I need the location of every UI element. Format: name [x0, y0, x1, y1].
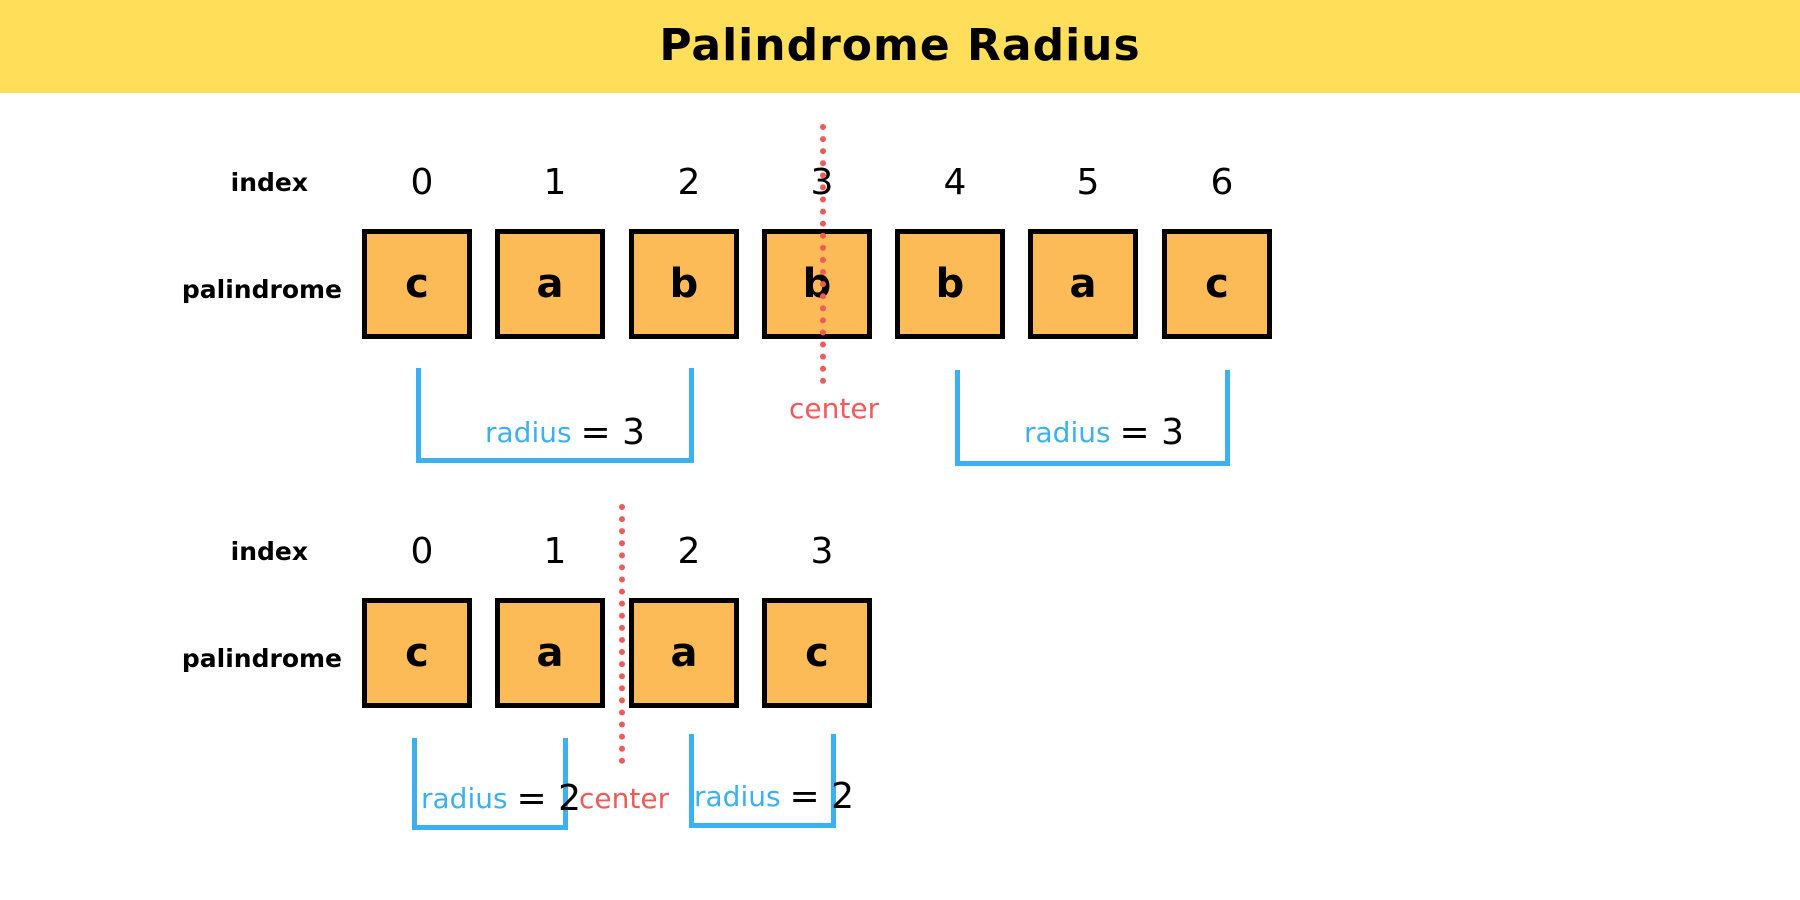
- radius-bracket-right: [689, 734, 836, 828]
- radius-value: = 3: [1119, 412, 1184, 453]
- radius-word: radius: [421, 782, 508, 815]
- center-line: [619, 504, 625, 764]
- radius-label-left: radius = 2: [421, 781, 581, 817]
- radius-bracket-right: [955, 370, 1230, 466]
- index-label: 4: [943, 162, 967, 203]
- center-label: center: [789, 392, 880, 425]
- radius-label-left: radius = 3: [485, 415, 645, 451]
- radius-value: = 2: [516, 778, 581, 819]
- index-label: 0: [410, 531, 434, 572]
- char-cell: a: [495, 598, 605, 708]
- radius-bracket-left: [416, 368, 694, 463]
- header-bar: Palindrome Radius: [0, 0, 1800, 93]
- radius-label-right: radius = 2: [694, 779, 854, 815]
- index-label: 6: [1210, 162, 1234, 203]
- radius-value: = 3: [580, 412, 645, 453]
- palindrome-row-label: palindrome: [181, 644, 342, 673]
- index-label: 2: [677, 531, 701, 572]
- radius-word: radius: [1024, 416, 1111, 449]
- radius-word: radius: [694, 780, 781, 813]
- char-cell: a: [629, 598, 739, 708]
- index-label: 0: [410, 162, 434, 203]
- index-label: 2: [677, 162, 701, 203]
- index-label: 1: [543, 162, 567, 203]
- char-cell: c: [762, 598, 872, 708]
- radius-label-right: radius = 3: [1024, 415, 1184, 451]
- index-label: 5: [1076, 162, 1100, 203]
- char-cell: c: [1162, 229, 1272, 339]
- char-cell: c: [362, 229, 472, 339]
- center-label: center: [579, 782, 670, 815]
- radius-value: = 2: [789, 776, 854, 817]
- page-title: Palindrome Radius: [659, 20, 1141, 71]
- index-row-label: index: [230, 168, 308, 197]
- radius-bracket-left: [412, 738, 568, 830]
- char-cell: b: [895, 229, 1005, 339]
- char-cell: b: [629, 229, 739, 339]
- index-label: 3: [810, 531, 834, 572]
- char-cell: a: [495, 229, 605, 339]
- char-cell: c: [362, 598, 472, 708]
- index-label: 1: [543, 531, 567, 572]
- radius-word: radius: [485, 416, 572, 449]
- palindrome-row-label: palindrome: [181, 275, 342, 304]
- char-cell: a: [1028, 229, 1138, 339]
- char-cell: b: [762, 229, 872, 339]
- index-row-label: index: [230, 537, 308, 566]
- center-line: [820, 124, 826, 384]
